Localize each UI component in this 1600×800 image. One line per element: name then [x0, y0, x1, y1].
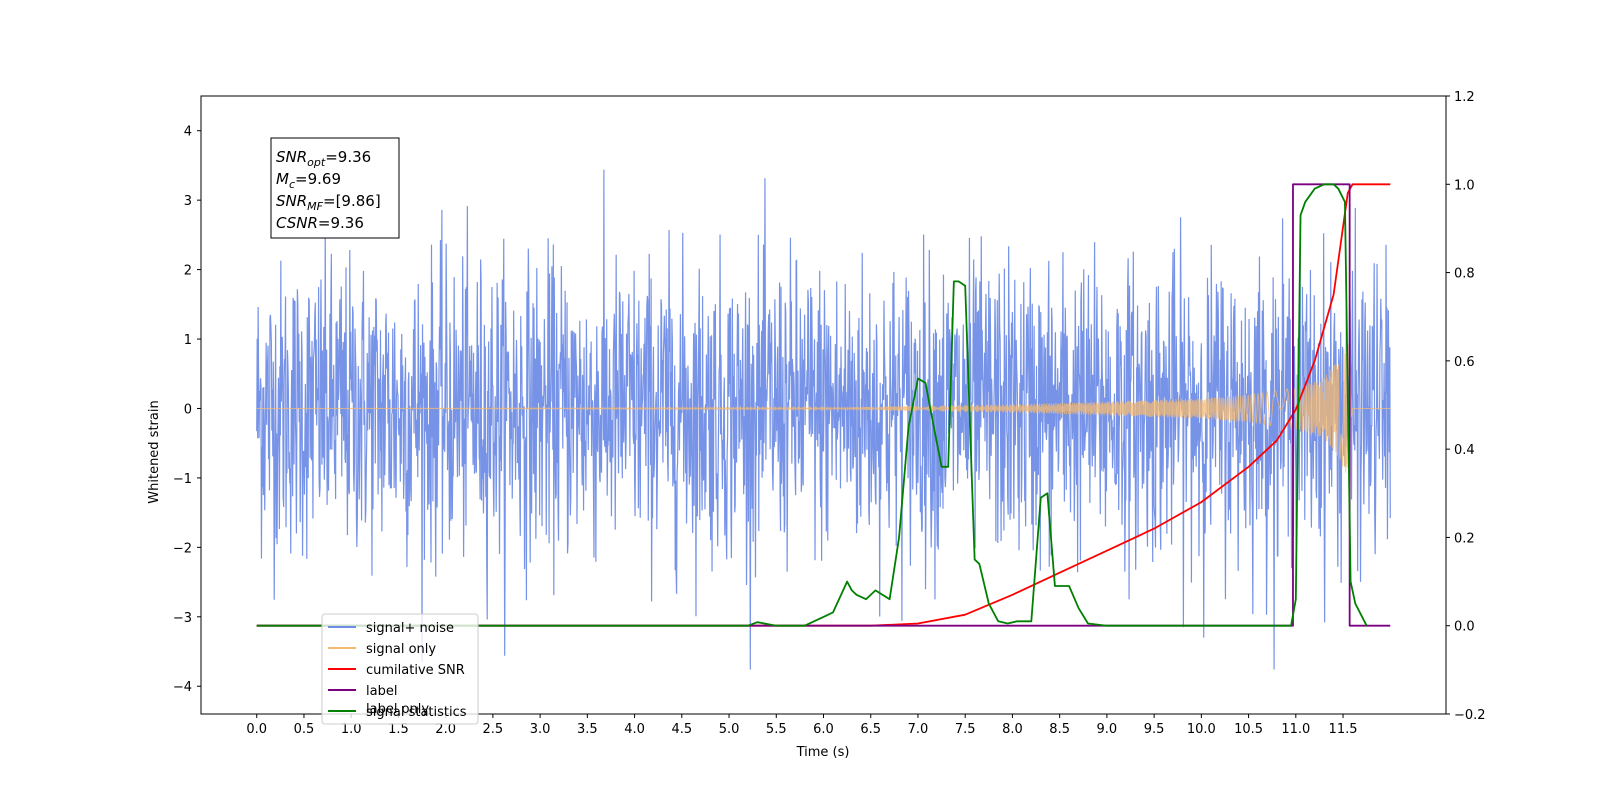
y-right-tick-label: −0.2	[1454, 708, 1486, 723]
annotation-line: SNRopt=9.36	[276, 148, 371, 169]
x-tick-label: 7.5	[955, 722, 976, 737]
legend-entry: signal only	[366, 642, 436, 657]
x-tick-label: 7.0	[908, 722, 929, 737]
x-tick-label: 6.0	[813, 722, 834, 737]
series-signal-noise	[256, 169, 1391, 670]
x-tick-label: 9.0	[1097, 722, 1118, 737]
y-right-tick-label: 0.2	[1454, 531, 1475, 546]
annotation-line: CSNR=9.36	[276, 214, 364, 232]
x-tick-label: 10.0	[1187, 722, 1216, 737]
y-right-tick-label: 0.6	[1454, 355, 1475, 370]
x-tick-label: 10.5	[1234, 722, 1263, 737]
x-tick-label: 11.5	[1329, 722, 1358, 737]
plot-area	[200, 95, 1447, 715]
x-tick-label: 8.5	[1049, 722, 1070, 737]
y-axis-right: 1.2 1.0 0.8 0.6 0.4 0.2 0.0 −0.2	[1446, 90, 1486, 723]
y-right-tick-label: 0.4	[1454, 443, 1475, 458]
y-left-tick-label: −1	[173, 472, 192, 487]
series-signal-statistics	[256, 183, 1368, 627]
y-right-tick-label: 1.0	[1454, 178, 1475, 193]
legend-entry: signal statistics	[366, 705, 467, 720]
x-tick-label: 5.0	[719, 722, 740, 737]
x-tick-label: 5.5	[766, 722, 787, 737]
x-tick-label: 3.0	[530, 722, 551, 737]
x-tick-label: 11.0	[1281, 722, 1310, 737]
x-tick-label: 1.5	[388, 722, 409, 737]
y-left-tick-label: −3	[173, 611, 192, 626]
x-tick-label: 3.5	[577, 722, 598, 737]
x-tick-label: 4.5	[671, 722, 692, 737]
legend: signal+ noise signal only cumilative SNR la…	[321, 613, 479, 725]
y-left-tick-label: 1	[184, 333, 192, 348]
x-tick-label: 9.5	[1144, 722, 1165, 737]
x-tick-label: 1.0	[341, 722, 362, 737]
y-right-tick-label: 0.0	[1454, 620, 1475, 635]
series-cumulative-snr	[256, 183, 1391, 627]
x-tick-label: 2.5	[483, 722, 504, 737]
legend-entry: label	[366, 684, 397, 699]
y-right-tick-label: 0.8	[1454, 267, 1475, 282]
y-left-tick-label: 0	[184, 402, 192, 417]
legend-frame	[321, 613, 479, 725]
x-tick-label: 0.5	[294, 722, 315, 737]
y-left-tick-label: −4	[173, 680, 192, 695]
legend-entry: cumilative SNR	[366, 663, 465, 678]
y-left-tick-label: 4	[184, 125, 192, 140]
x-tick-label: 2.0	[435, 722, 456, 737]
legend-entry: label only	[366, 702, 429, 717]
x-axis: 0.0 0.5 1.0 1.5 2.0 2.5 3.0 3.5 4.0 4.5 5.0 5.5 6.0 6…	[246, 714, 1358, 737]
y-left-tick-label: 2	[184, 264, 192, 279]
x-tick-label: 4.0	[624, 722, 645, 737]
x-tick-label: 8.0	[1002, 722, 1023, 737]
series-signal-only	[256, 342, 1391, 473]
legend-entry: signal+ noise	[366, 621, 454, 636]
y-axis-left: 4 3 2 1 0 −1 −2 −3 −4	[173, 125, 201, 695]
annotation-line: SNRMF=[9.86]	[276, 192, 381, 213]
x-axis-label: Time (s)	[796, 745, 850, 760]
x-tick-label: 6.5	[860, 722, 881, 737]
y-left-tick-label: −2	[173, 541, 192, 556]
y-axis-label: Whitened strain	[147, 400, 162, 503]
y-left-tick-label: 3	[184, 194, 192, 209]
annotation-frame	[270, 137, 400, 239]
x-tick-label: 0.0	[246, 722, 267, 737]
y-right-tick-label: 1.2	[1454, 90, 1475, 105]
annotation-line: Mc=9.69	[276, 170, 341, 191]
